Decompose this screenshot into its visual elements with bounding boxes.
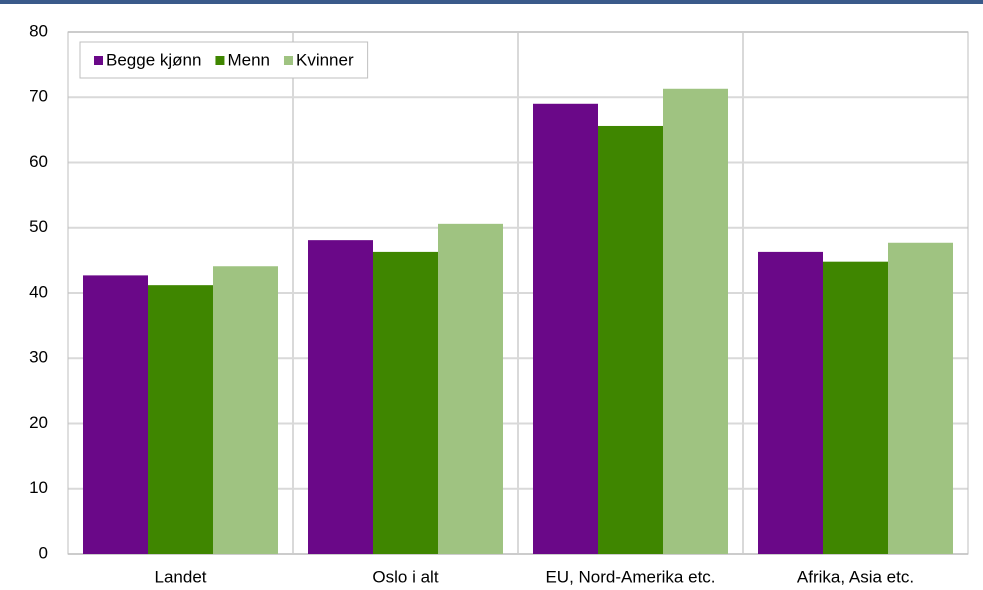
- bar: [213, 266, 278, 554]
- x-tick-label: EU, Nord-Amerika etc.: [545, 567, 715, 586]
- y-tick-label: 50: [29, 217, 48, 236]
- x-tick-label: Afrika, Asia etc.: [797, 567, 914, 586]
- bar: [533, 103, 598, 555]
- y-tick-label: 20: [29, 413, 48, 432]
- plot-border: [67, 31, 969, 555]
- x-tick-label: Oslo i alt: [372, 567, 438, 586]
- bar: [758, 251, 823, 554]
- bar: [823, 261, 888, 554]
- y-tick-label: 0: [39, 543, 48, 562]
- bar: [373, 251, 438, 554]
- legend-swatch: [94, 56, 103, 65]
- top-border: [0, 0, 983, 4]
- legend-swatch: [215, 56, 225, 65]
- y-tick-label: 40: [29, 282, 48, 301]
- bar: [888, 242, 953, 554]
- bar: [438, 223, 503, 554]
- y-tick-label: 10: [29, 478, 48, 497]
- legend-swatch: [283, 56, 293, 65]
- legend-label: Menn: [227, 50, 270, 69]
- legend-label: Begge kjønn: [106, 50, 201, 69]
- y-tick-label: 70: [29, 87, 48, 106]
- bar: [308, 240, 373, 554]
- legend-label: Kvinner: [296, 50, 354, 69]
- bar: [83, 275, 148, 554]
- bar: [148, 285, 213, 554]
- x-tick-label: Landet: [155, 567, 207, 586]
- y-tick-label: 60: [29, 152, 48, 171]
- bar: [598, 125, 663, 555]
- y-tick-label: 30: [29, 348, 48, 367]
- y-tick-label: 80: [29, 21, 48, 40]
- bar: [663, 88, 728, 554]
